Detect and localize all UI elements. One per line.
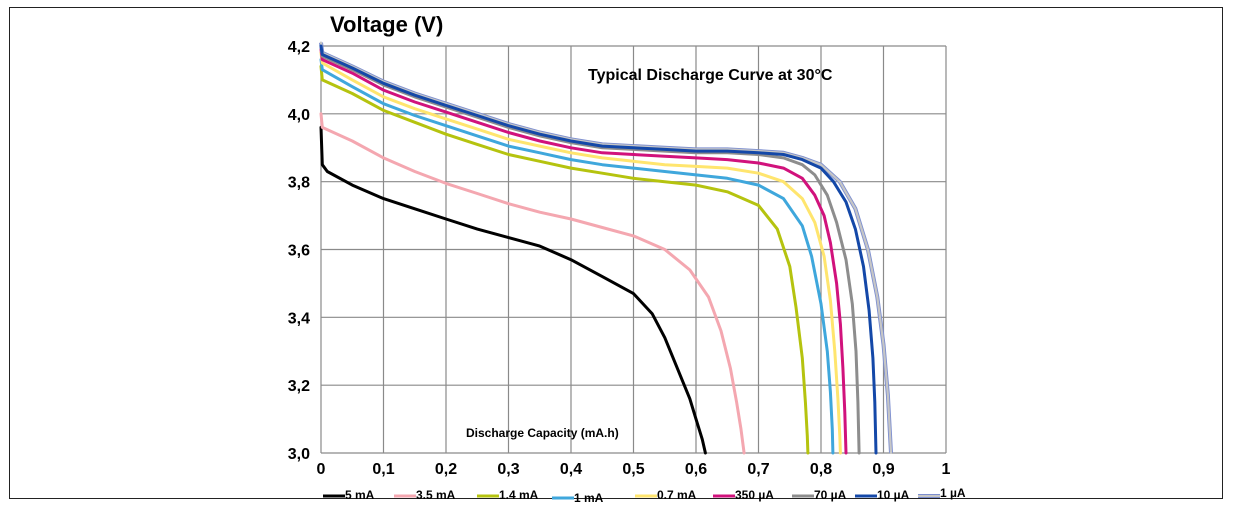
x-tick-label: 0,1 [372,461,394,478]
legend-label: 10 µA [877,488,910,502]
legend: 5 mA 3.5 mA 1.4 mA 1 mA 0.7 mA 350 µA 70 µA 10 … [323,486,966,505]
y-tick-label: 4,2 [288,39,310,56]
series-lines [319,41,893,455]
legend-label: 350 µA [735,488,774,502]
series-line [319,58,835,455]
series-line [319,44,878,455]
series-line [319,112,746,455]
x-tick-label: 0,9 [872,461,894,478]
y-tick-label: 3,8 [288,175,310,192]
legend-label: 0.7 mA [657,488,697,502]
y-tick-labels: 3,0 3,2 3,4 3,6 3,8 4,0 4,2 [288,39,310,463]
chart-frame [9,7,1223,499]
y-tick-label: 4,0 [288,107,310,124]
y-tick-label: 3,4 [288,310,310,327]
series-line [319,41,893,455]
x-tick-label: 0,3 [497,461,519,478]
y-tick-label: 3,2 [288,378,310,395]
legend-label: 70 µA [814,488,847,502]
series-line [319,51,842,455]
legend-label: 1 µA [940,486,966,500]
legend-label: 3.5 mA [416,488,456,502]
x-tick-label: 0 [317,461,326,478]
series-line [319,44,861,455]
series-line [319,64,810,455]
grid [320,45,947,454]
y-axis-label: Voltage (V) [330,12,443,37]
x-tick-label: 0,6 [685,461,707,478]
x-tick-label: 0,2 [435,461,457,478]
legend-label: 1 mA [574,491,604,505]
x-tick-label: 0,5 [622,461,644,478]
legend-label: 5 mA [345,488,375,502]
chart-title: Typical Discharge Curve at 30°C [588,67,833,84]
y-tick-label: 3,6 [288,243,310,260]
x-tick-label: 0,4 [560,461,582,478]
series-line [319,47,848,455]
y-tick-label: 3,0 [288,446,310,463]
x-axis-label: Discharge Capacity (mA.h) [466,426,619,440]
x-tick-labels: 0 0,1 0,2 0,3 0,4 0,5 0,6 0,7 0,8 0,9 1 [317,461,951,478]
x-tick-label: 1 [942,461,951,478]
x-tick-label: 0,8 [810,461,832,478]
series-line [319,125,707,455]
legend-label: 1.4 mA [499,488,539,502]
x-tick-label: 0,7 [747,461,769,478]
